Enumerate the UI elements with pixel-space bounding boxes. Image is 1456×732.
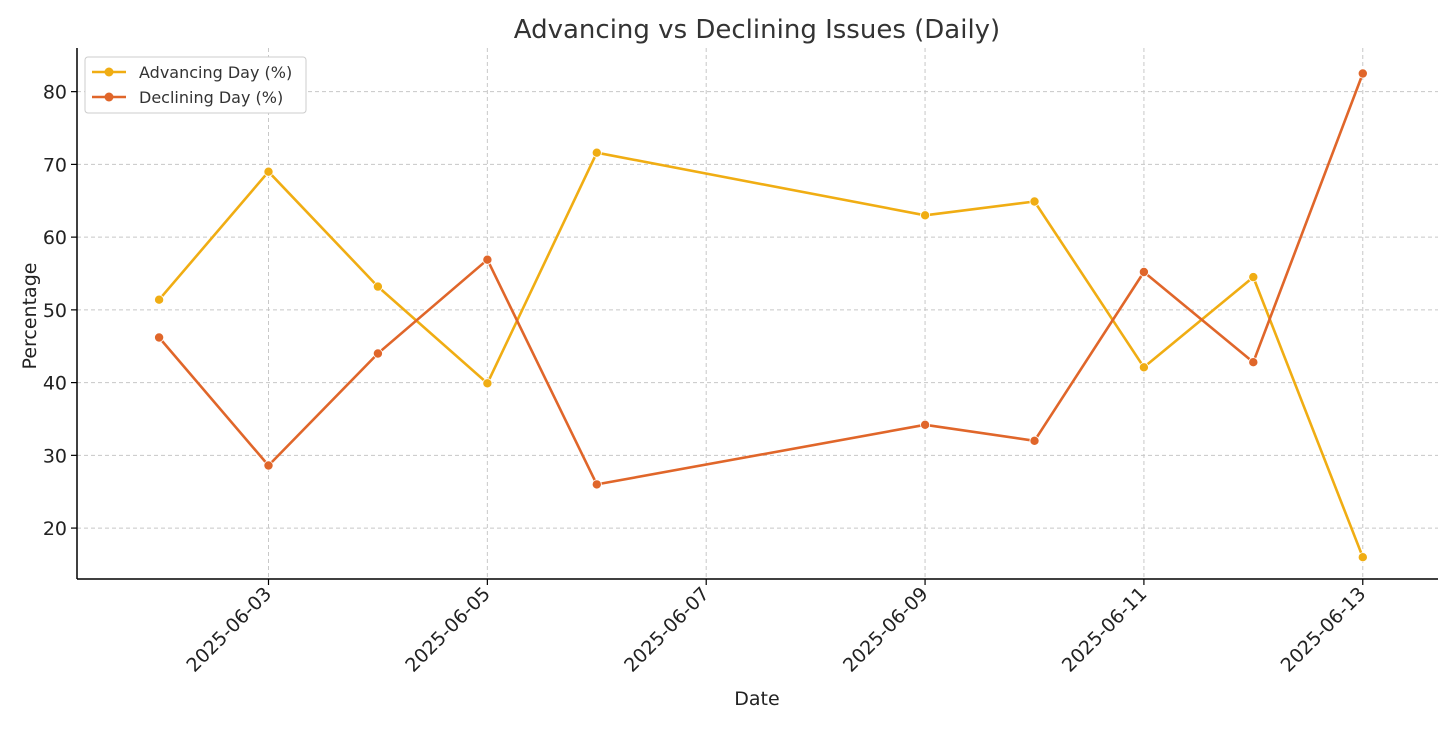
legend-label-advancing: Advancing Day (%) [139,63,292,82]
data-point-advancing-day [154,294,165,305]
x-tick-label: 2025-06-07 [620,583,714,677]
y-tick-label: 80 [43,82,67,104]
x-tick-label: 2025-06-05 [401,583,495,677]
x-tick-label: 2025-06-11 [1058,583,1152,677]
data-point-declining-day [1029,435,1040,446]
data-point-declining-day [920,419,931,430]
data-point-advancing-day [1357,552,1368,563]
x-tick-label: 2025-06-09 [839,583,933,677]
x-tick-label: 2025-06-03 [182,583,276,677]
legend-swatch-advancing-marker [104,67,114,77]
series-line-declining-day [158,73,1365,486]
series-line-advancing-day [158,151,1365,558]
y-tick-label: 40 [43,373,67,395]
data-point-declining-day [372,348,383,359]
data-point-advancing-day [920,210,931,221]
data-point-declining-day [1138,266,1149,277]
legend-swatch-declining-marker [104,92,114,102]
legend-label-declining: Declining Day (%) [139,88,283,107]
x-axis-label: Date [734,688,779,710]
data-point-declining-day [1357,68,1368,79]
data-point-declining-day [154,332,165,343]
y-tick-label: 50 [43,300,67,322]
data-point-advancing-day [263,166,274,177]
chart-title: Advancing vs Declining Issues (Daily) [514,15,1000,45]
data-point-advancing-day [1138,362,1149,373]
series-layer [154,68,1368,563]
data-point-advancing-day [372,281,383,292]
legend-box [84,56,307,114]
x-tick-label: 2025-06-13 [1277,583,1371,677]
grid-layer [77,48,1438,579]
y-axis-label: Percentage [19,263,41,370]
data-point-advancing-day [591,147,602,158]
axes-layer [71,48,1438,585]
data-point-declining-day [591,479,602,490]
data-point-advancing-day [1248,272,1259,283]
y-tick-label: 20 [43,518,67,540]
y-tick-label: 30 [43,445,67,467]
data-point-advancing-day [1029,196,1040,207]
legend: Advancing Day (%) Declining Day (%) [84,56,307,114]
data-point-advancing-day [482,378,493,389]
y-tick-label: 70 [43,154,67,176]
labels-layer: Advancing vs Declining Issues (Daily) Da… [19,15,1370,710]
data-point-declining-day [263,460,274,471]
data-point-declining-day [482,254,493,265]
y-tick-label: 60 [43,227,67,249]
data-point-declining-day [1248,357,1259,368]
